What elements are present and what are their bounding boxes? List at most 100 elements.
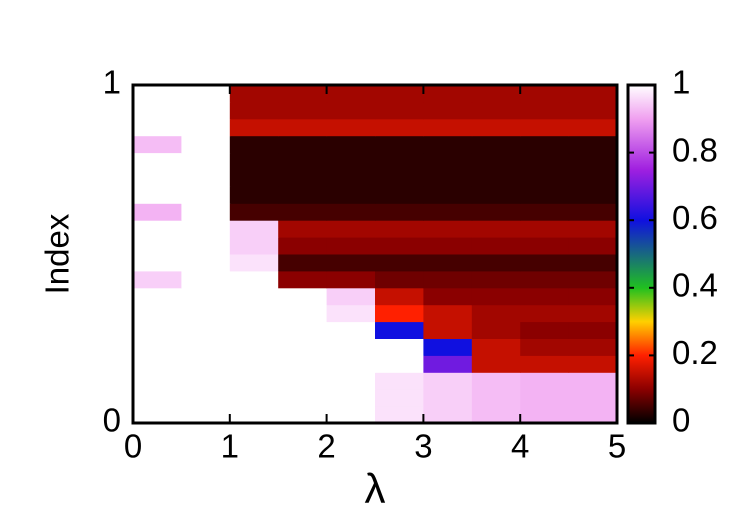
heatmap-cell — [423, 304, 473, 323]
heatmap-cell — [520, 220, 570, 238]
heatmap-cell — [471, 152, 521, 170]
heatmap-cell — [568, 254, 618, 272]
heatmap-cell — [326, 203, 376, 221]
heatmap-cell — [568, 169, 618, 187]
heatmap-cell — [423, 338, 473, 356]
heatmap-cell — [278, 321, 328, 339]
heatmap-cell — [133, 355, 182, 373]
heatmap-cell — [326, 287, 376, 306]
heatmap-cell — [568, 406, 618, 424]
heatmap-cell — [326, 254, 376, 272]
heatmap-cell — [568, 287, 618, 306]
heatmap-cell — [133, 186, 182, 204]
heatmap-cell — [278, 389, 328, 407]
heatmap-cell — [423, 406, 473, 424]
heatmap-cell — [278, 220, 328, 238]
heatmap-cell — [229, 389, 279, 407]
heatmap-cell — [375, 186, 424, 204]
y-tick-label: 1 — [103, 64, 121, 101]
heatmap-cell — [471, 186, 521, 204]
heatmap-cell — [520, 169, 570, 187]
colorbar-tick-label: 0 — [672, 402, 690, 439]
heatmap-cell — [471, 118, 521, 137]
heatmap-cell — [568, 237, 618, 255]
heatmap-cell — [278, 237, 328, 255]
heatmap-cell — [520, 118, 570, 137]
heatmap-cell — [423, 287, 473, 306]
heatmap-cell — [229, 118, 279, 137]
colorbar-tick-label: 0.2 — [672, 334, 718, 371]
heatmap-cell — [471, 355, 521, 373]
x-tick-label: 1 — [221, 428, 239, 465]
heatmap-cell — [423, 372, 473, 390]
heatmap-cell — [229, 169, 279, 187]
heatmap-cell — [520, 321, 570, 339]
plot-frame — [131, 83, 619, 425]
heatmap-cell — [568, 304, 618, 323]
heatmap-cell — [423, 254, 473, 272]
heatmap-cell — [423, 186, 473, 204]
heatmap-cell — [133, 203, 182, 221]
heatmap-cell — [423, 237, 473, 255]
heatmap-cell — [278, 152, 328, 170]
heatmap-cell — [520, 237, 570, 255]
heatmap-cell — [181, 254, 231, 272]
heatmap-cell — [520, 304, 570, 323]
heatmap-cell — [471, 135, 521, 154]
heatmap-cell — [278, 287, 328, 306]
heatmap-cell — [568, 186, 618, 204]
heatmap-cell — [471, 220, 521, 238]
heatmap-cell — [568, 152, 618, 170]
x-tick-label: 0 — [124, 428, 142, 465]
heatmap-cell — [375, 237, 424, 255]
heatmap-cell — [520, 203, 570, 221]
heatmap-cell — [520, 270, 570, 289]
heatmap-cell — [181, 338, 231, 356]
heatmap-cell — [181, 237, 231, 255]
x-tick-label: 3 — [414, 428, 432, 465]
heatmap-cell — [326, 186, 376, 204]
heatmap-cell — [229, 304, 279, 323]
colorbar-tick-label: 0.8 — [672, 131, 718, 168]
heatmap-cell — [471, 169, 521, 187]
heatmap-cell — [375, 321, 424, 339]
heatmap-cell — [326, 304, 376, 323]
heatmap-cell — [375, 338, 424, 356]
heatmap-cell — [229, 152, 279, 170]
heatmap-cell — [568, 372, 618, 390]
heatmap-cell — [181, 304, 231, 323]
heatmap-cell — [133, 389, 182, 407]
heatmap-cell — [568, 321, 618, 339]
heatmap-cell — [326, 406, 376, 424]
heatmap-cell — [471, 338, 521, 356]
heatmap-cell — [278, 270, 328, 289]
heatmap-cell — [181, 321, 231, 339]
heatmap-cell — [181, 118, 231, 137]
heatmap-cell — [133, 85, 182, 103]
heatmap-cell — [471, 254, 521, 272]
colorbar-tick-label: 0.6 — [672, 199, 718, 236]
heatmap-cell — [520, 186, 570, 204]
heatmap-cell — [181, 169, 231, 187]
heatmap-cell — [375, 85, 424, 103]
heatmap-cell — [568, 85, 618, 103]
heatmap-cell — [326, 321, 376, 339]
heatmap-cell — [181, 135, 231, 154]
heatmap-cell — [133, 135, 182, 154]
heatmap-cell — [181, 152, 231, 170]
heatmap-cell — [326, 118, 376, 137]
heatmap-cell — [326, 152, 376, 170]
heatmap-cell — [181, 101, 231, 120]
heatmap-cell — [278, 135, 328, 154]
heatmap-cell — [423, 101, 473, 120]
heatmap-cell — [326, 389, 376, 407]
heatmap-cell — [423, 321, 473, 339]
heatmap-cell — [326, 338, 376, 356]
heatmap-cell — [278, 85, 328, 103]
heatmap-cell — [133, 237, 182, 255]
heatmap-cell — [278, 304, 328, 323]
heatmap-cell — [423, 118, 473, 137]
heatmap-cell — [375, 203, 424, 221]
heatmap-cell — [471, 372, 521, 390]
